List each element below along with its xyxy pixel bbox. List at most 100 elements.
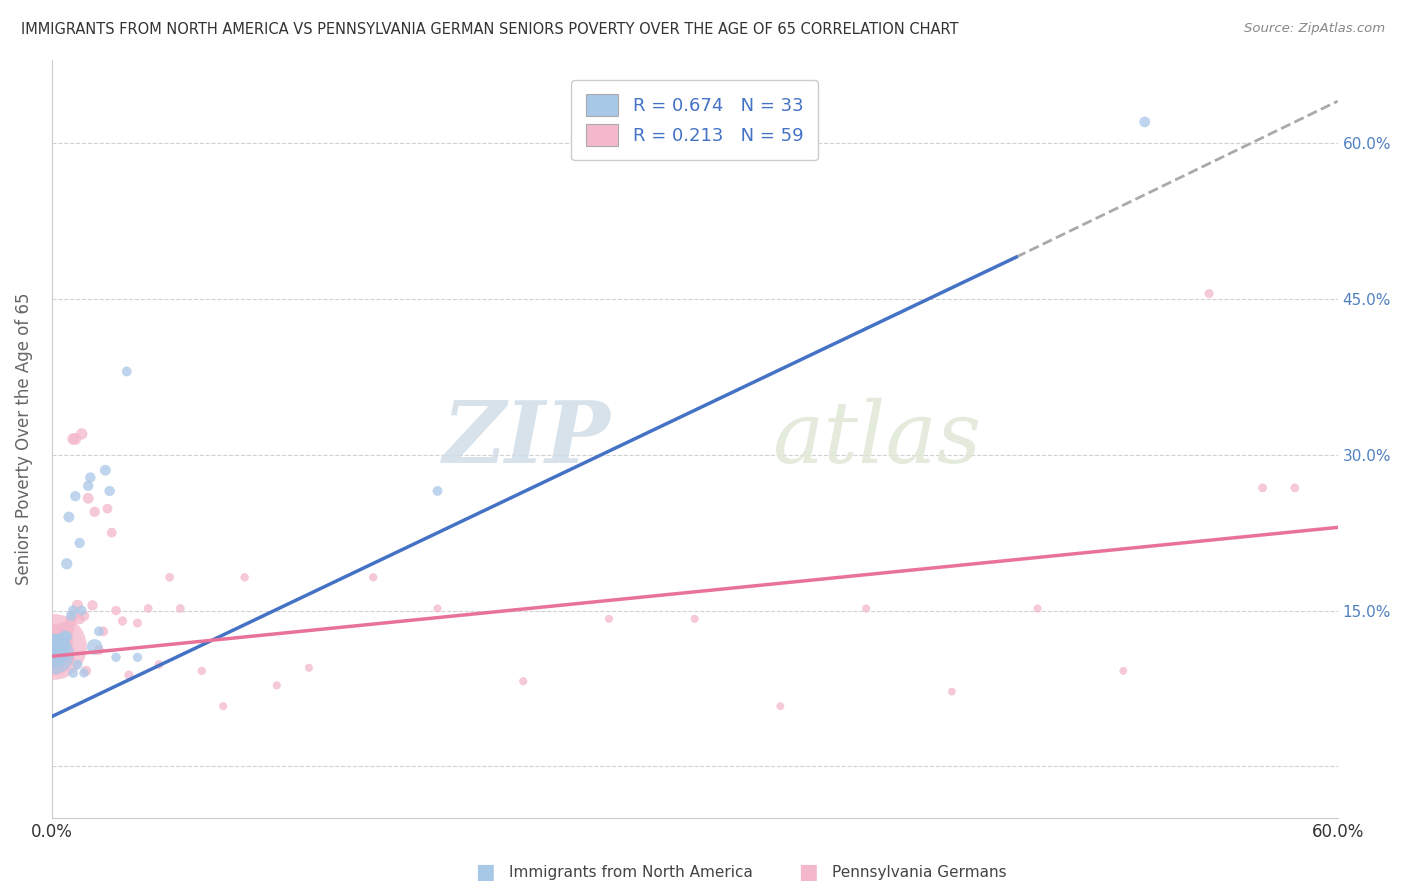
Point <box>683 612 706 626</box>
Point <box>69 612 91 626</box>
Point <box>266 678 288 692</box>
Point <box>1251 481 1274 495</box>
Point <box>426 601 449 615</box>
Point <box>66 657 89 672</box>
Point <box>91 624 114 639</box>
Point <box>75 664 97 678</box>
Point <box>49 634 72 648</box>
Point <box>66 599 89 613</box>
Point <box>136 601 159 615</box>
Point <box>941 684 963 698</box>
Text: atlas: atlas <box>772 398 981 481</box>
Point <box>45 634 67 648</box>
Point <box>45 650 67 665</box>
Text: Source: ZipAtlas.com: Source: ZipAtlas.com <box>1244 22 1385 36</box>
Point <box>191 664 214 678</box>
Point <box>159 570 181 584</box>
Point <box>77 479 100 493</box>
Point <box>127 615 149 630</box>
Point <box>148 657 170 672</box>
Point <box>73 665 96 680</box>
Point <box>49 645 72 659</box>
Point <box>70 603 93 617</box>
Point <box>105 650 128 665</box>
Point <box>51 650 73 665</box>
Point <box>62 608 84 623</box>
Point <box>55 630 77 644</box>
Point <box>53 640 76 654</box>
Point <box>169 601 191 615</box>
Point <box>298 661 321 675</box>
Point <box>62 665 84 680</box>
Point <box>82 599 104 613</box>
Text: IMMIGRANTS FROM NORTH AMERICA VS PENNSYLVANIA GERMAN SENIORS POVERTY OVER THE AG: IMMIGRANTS FROM NORTH AMERICA VS PENNSYL… <box>21 22 959 37</box>
Point <box>70 426 93 441</box>
Point <box>46 630 69 644</box>
Point <box>855 601 877 615</box>
Point <box>62 432 84 446</box>
Point <box>51 624 73 639</box>
Point <box>62 603 84 617</box>
Point <box>1198 286 1220 301</box>
Point <box>87 624 110 639</box>
Point <box>127 650 149 665</box>
Point <box>51 643 73 657</box>
Point <box>46 647 69 661</box>
Point <box>58 510 80 524</box>
Text: ZIP: ZIP <box>443 397 612 481</box>
Point <box>118 668 141 682</box>
Point <box>1133 115 1156 129</box>
Point <box>49 640 72 654</box>
Point <box>77 491 100 506</box>
Point <box>83 640 105 654</box>
Point <box>512 674 534 689</box>
Point <box>83 505 105 519</box>
Point <box>361 570 384 584</box>
Point <box>60 614 83 628</box>
Y-axis label: Seniors Poverty Over the Age of 65: Seniors Poverty Over the Age of 65 <box>15 293 32 585</box>
Point <box>100 525 122 540</box>
Point <box>55 624 77 639</box>
Point <box>115 364 138 378</box>
Point <box>769 699 792 714</box>
Point <box>87 643 110 657</box>
Point <box>598 612 620 626</box>
Point <box>58 650 80 665</box>
Point <box>65 432 87 446</box>
Text: ■: ■ <box>475 863 495 882</box>
Point <box>1284 481 1306 495</box>
Point <box>46 645 69 659</box>
Point <box>69 536 91 550</box>
Point <box>42 647 65 661</box>
Point <box>42 640 65 654</box>
Text: ■: ■ <box>799 863 818 882</box>
Point <box>1112 664 1135 678</box>
Point <box>426 483 449 498</box>
Point <box>51 647 73 661</box>
Point <box>105 603 128 617</box>
Point <box>65 489 87 503</box>
Point <box>73 608 96 623</box>
Point <box>60 608 83 623</box>
Point <box>51 634 73 648</box>
Point <box>96 501 118 516</box>
Point <box>53 632 76 647</box>
Point <box>45 650 67 665</box>
Point <box>212 699 235 714</box>
Point <box>46 637 69 651</box>
Point <box>98 483 121 498</box>
Point <box>233 570 256 584</box>
Point <box>58 619 80 633</box>
Point <box>1026 601 1049 615</box>
Point <box>79 470 101 484</box>
Point <box>53 643 76 657</box>
Point <box>42 647 65 661</box>
Text: Pennsylvania Germans: Pennsylvania Germans <box>832 865 1007 880</box>
Point <box>111 614 134 628</box>
Point <box>55 645 77 659</box>
Point <box>45 640 67 654</box>
Point <box>55 557 77 571</box>
Text: Immigrants from North America: Immigrants from North America <box>509 865 752 880</box>
Point <box>53 630 76 644</box>
Point <box>94 463 117 477</box>
